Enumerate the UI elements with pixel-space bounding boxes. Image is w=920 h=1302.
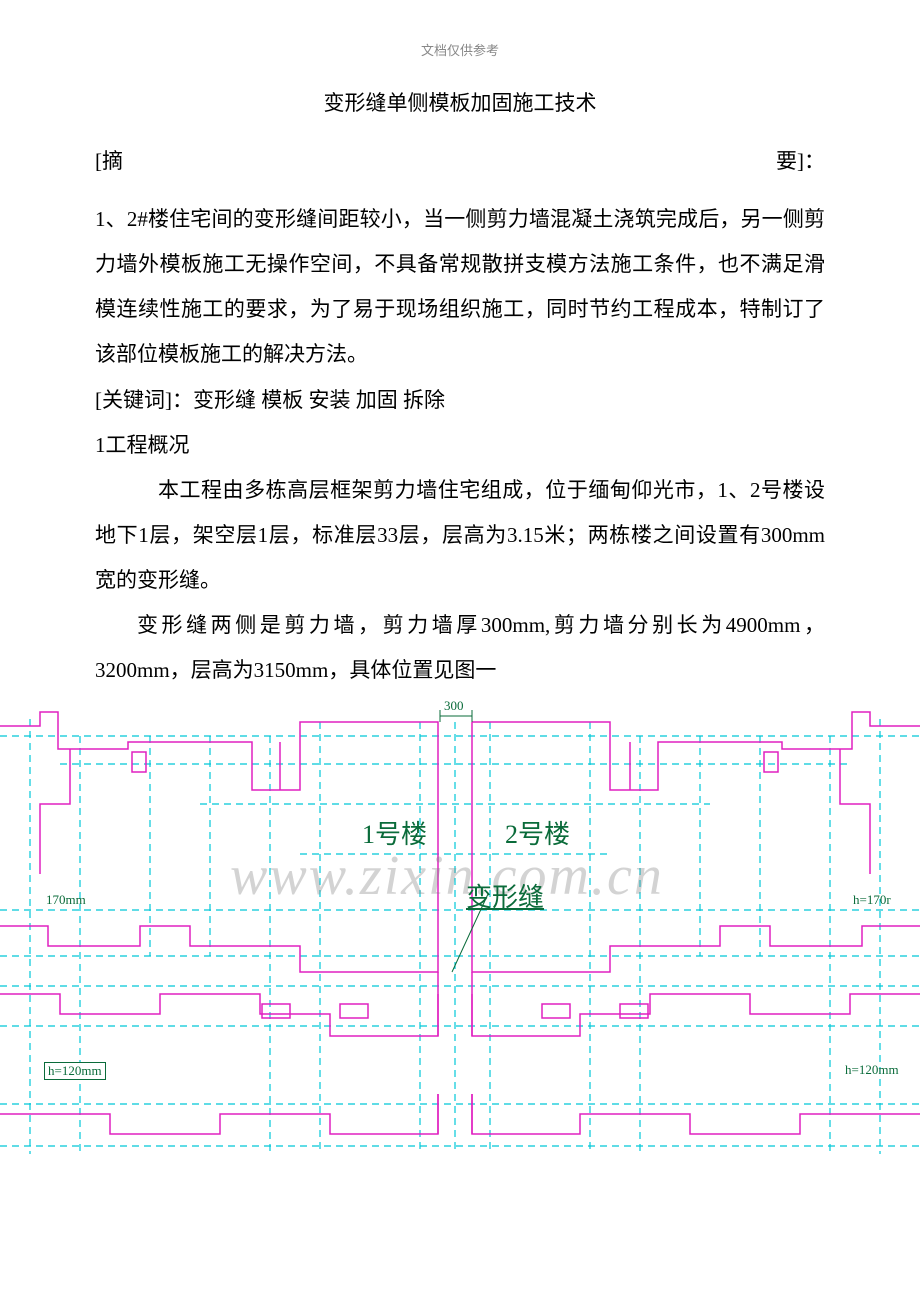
abstract-label-row: [摘 要]：	[95, 145, 825, 175]
dim-right-170: h=170r	[853, 892, 891, 908]
label-bldg2: 2号楼	[505, 814, 570, 851]
floorplan-svg	[0, 694, 920, 1174]
section1-p1: 本工程由多栋高层框架剪力墙住宅组成，位于缅甸仰光市，1、2号楼设地下1层，架空层…	[95, 468, 825, 603]
dim-right-120: h=120mm	[845, 1062, 899, 1078]
keywords-line: [关键词]：变形缝 模板 安装 加固 拆除	[95, 378, 825, 423]
section1-p2: 变形缝两侧是剪力墙，剪力墙厚300mm,剪力墙分别长为4900mm，3200mm…	[95, 603, 825, 693]
header-note: 文档仅供参考	[95, 40, 825, 59]
dim-300: 300	[444, 698, 464, 714]
abstract-body: 1、2#楼住宅间的变形缝间距较小，当一侧剪力墙混凝土浇筑完成后，另一侧剪力墙外模…	[95, 197, 825, 378]
abstract-label-left: [摘	[95, 145, 123, 175]
label-bldg1: 1号楼	[362, 814, 427, 851]
floorplan-diagram: www.zixin.com.cn 1号楼 2号楼 变形缝 300 170mm h…	[0, 694, 920, 1174]
abstract-label-right: 要]：	[776, 145, 825, 175]
label-joint: 变形缝	[466, 877, 544, 914]
dim-left-120: h=120mm	[44, 1062, 106, 1080]
section1-heading: 1工程概况	[95, 423, 825, 468]
doc-title: 变形缝单侧模板加固施工技术	[95, 87, 825, 117]
dim-left-170: 170mm	[46, 892, 86, 908]
watermark-text: www.zixin.com.cn	[230, 844, 664, 908]
